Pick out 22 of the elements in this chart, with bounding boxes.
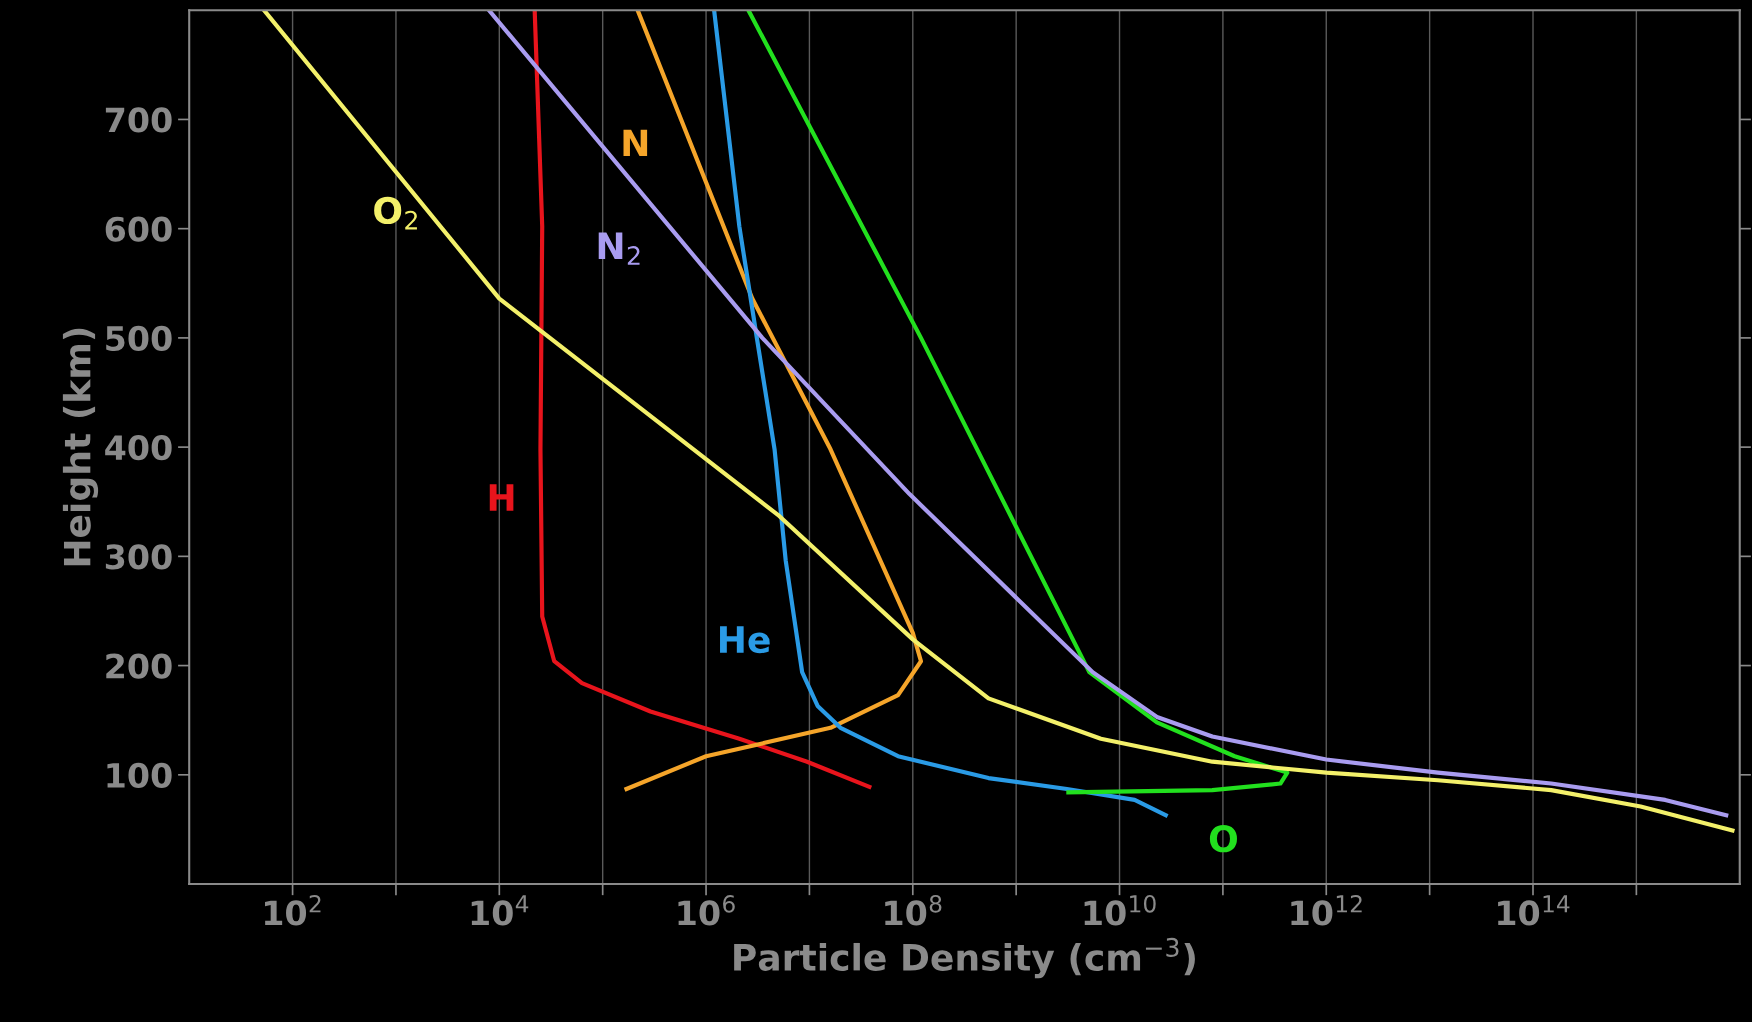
x-tick-label: 10$^{14}$ <box>1498 895 1570 926</box>
series-label: H <box>489 484 514 511</box>
x-tick-label: 10$^{12}$ <box>1291 895 1362 926</box>
series-label: O <box>1209 825 1237 853</box>
x-tick-label: 10$^{8}$ <box>885 895 942 926</box>
y-tick-label: 400 <box>105 435 172 461</box>
y-tick-label: 100 <box>107 762 172 788</box>
y-tick-label: 600 <box>105 216 172 242</box>
y-tick-label: 700 <box>105 107 172 133</box>
series-label: He <box>720 626 770 654</box>
series-label: N <box>623 129 648 156</box>
x-tick-label: 10$^{4}$ <box>471 895 529 926</box>
x-tick-label: 10$^{6}$ <box>678 895 735 926</box>
x-tick-label: 10$^{2}$ <box>265 895 321 926</box>
y-tick-label: 300 <box>105 544 172 570</box>
x-tick-label: 10$^{10}$ <box>1084 895 1156 926</box>
y-tick-label: 200 <box>106 653 172 679</box>
series-label: O$_{2}$ <box>374 196 417 230</box>
x-axis-title: Particle Density (cm$^{−3}$) <box>734 937 1195 979</box>
y-tick-label: 500 <box>106 325 172 352</box>
y-axis-title: Height (km) <box>62 328 99 566</box>
series-label: N$_{2}$ <box>598 232 640 265</box>
